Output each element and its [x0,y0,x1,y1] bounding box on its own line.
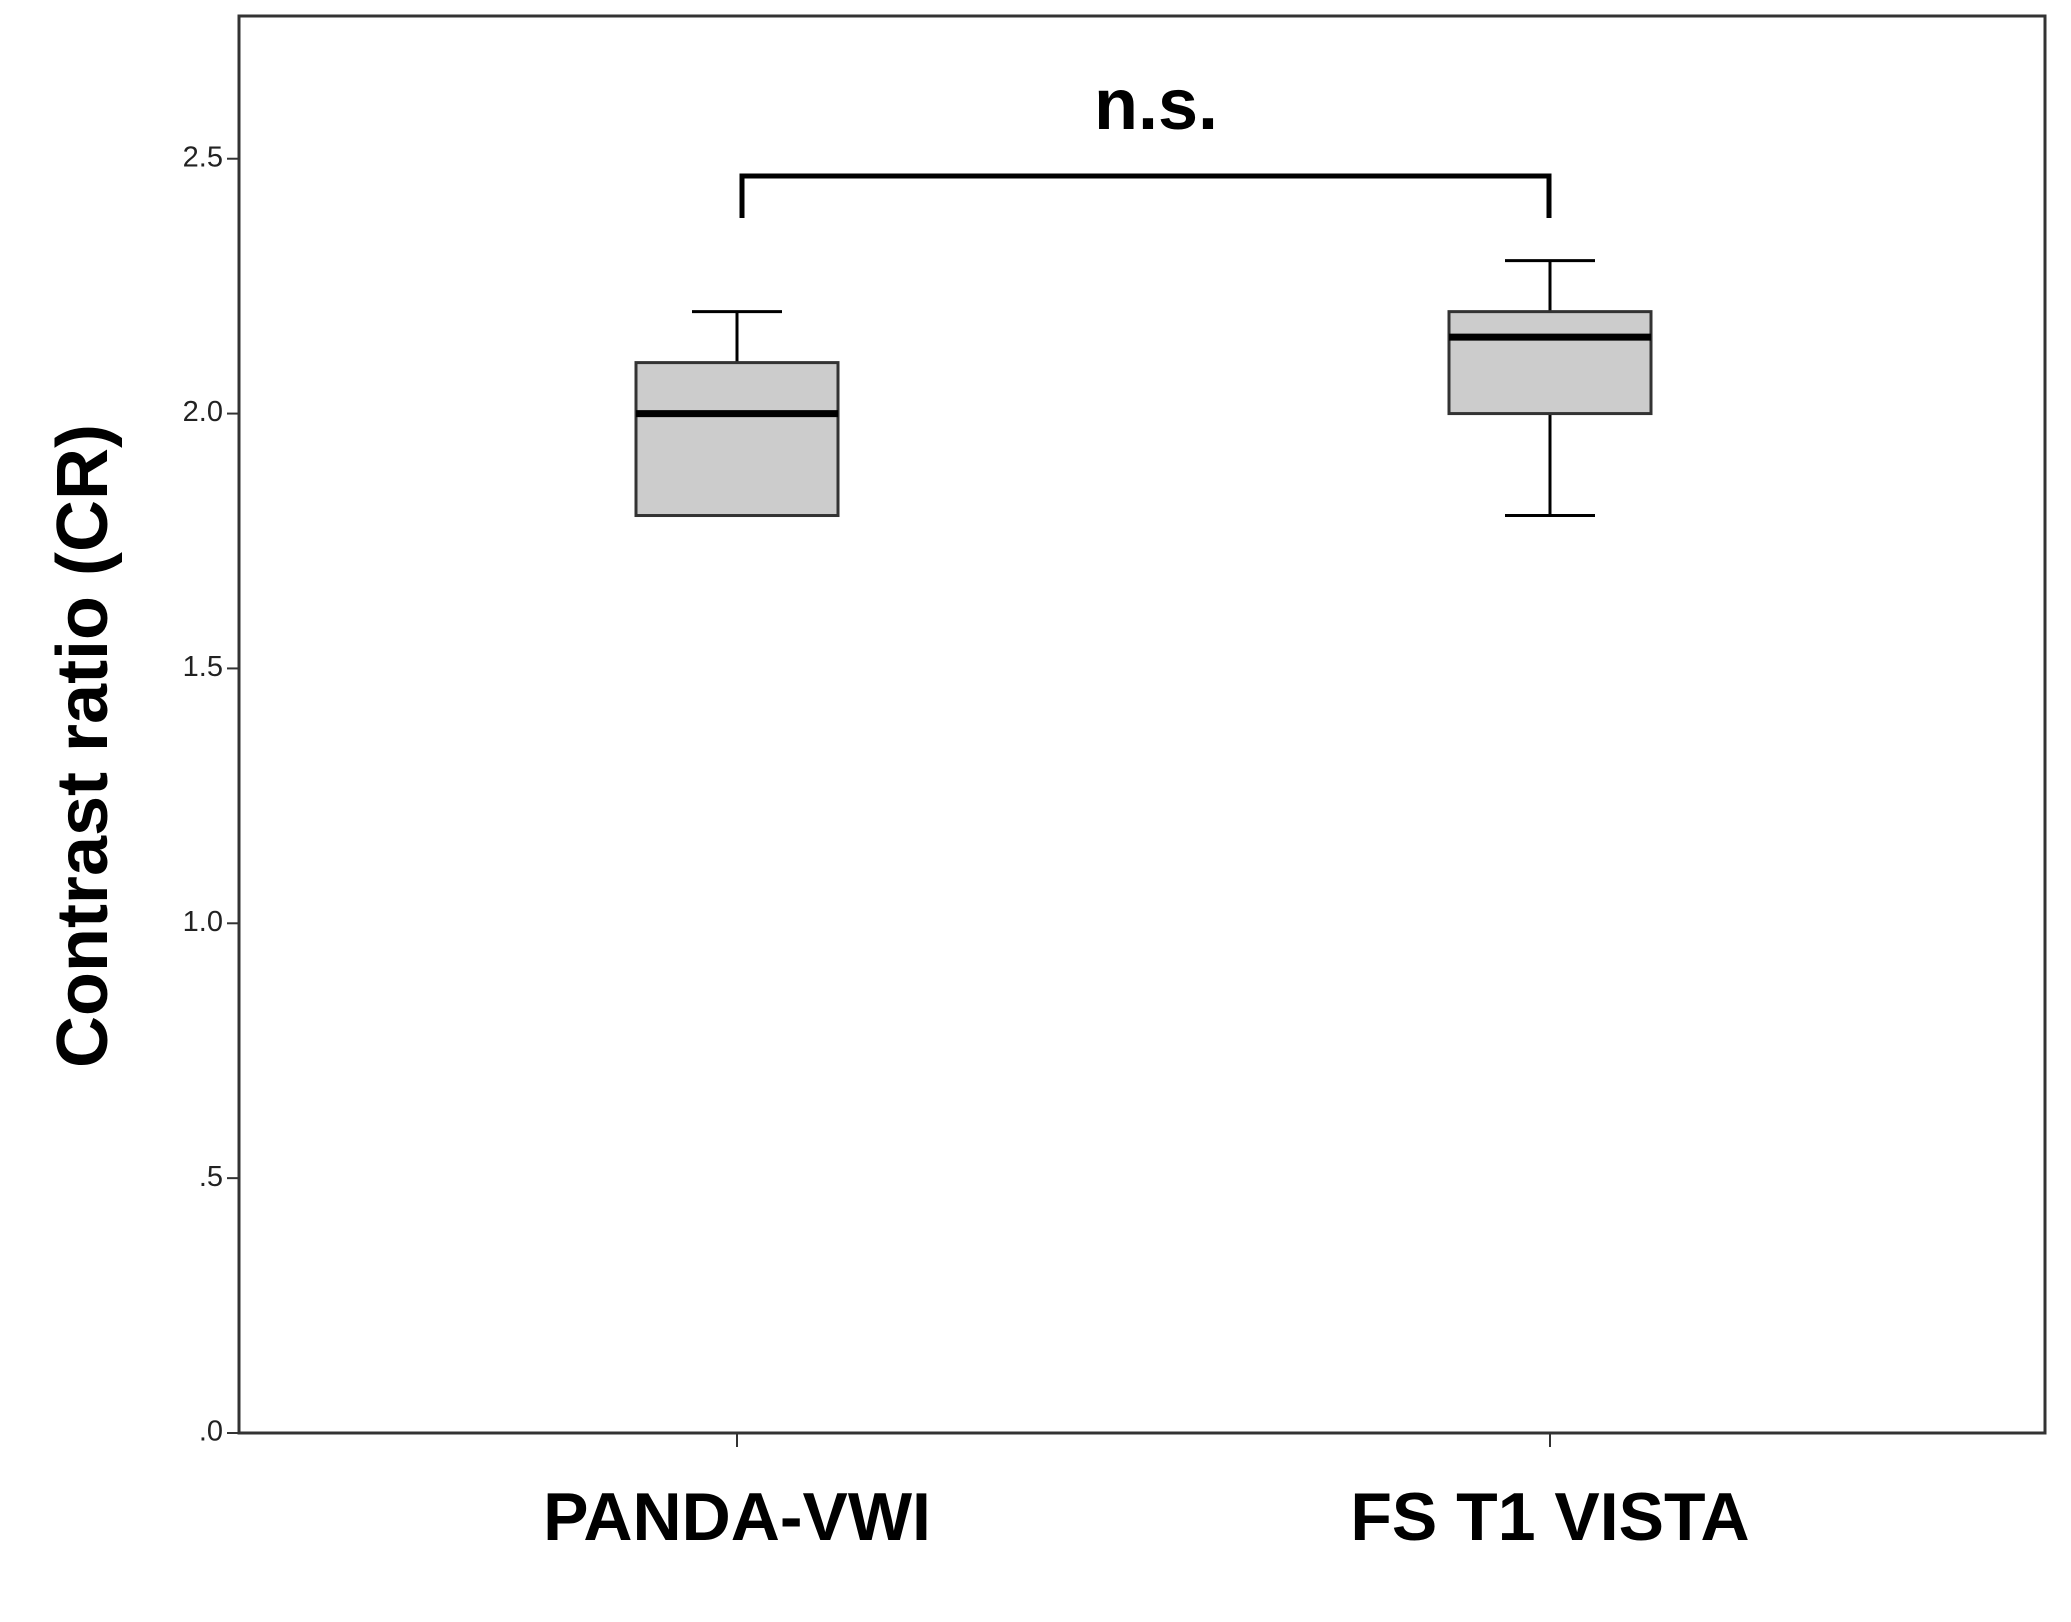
y-tick-label: 2.0 [183,396,223,428]
annotation: n.s. [1094,65,1218,145]
box [634,361,840,518]
significance-bracket [739,173,1552,218]
y-tick-label: .5 [199,1161,223,1193]
y-tick-label: .0 [199,1416,223,1448]
x-tick-label: FS T1 VISTA [1350,1479,1749,1555]
y-tick-label: 1.0 [183,906,223,938]
y-tick-label: 1.5 [183,651,223,683]
y-axis-title: Contrast ratio (CR) [43,424,123,1068]
box [1447,310,1653,416]
y-tick-label: 2.5 [183,141,223,173]
x-tick-label: PANDA-VWI [543,1479,931,1555]
plot-frame [237,14,2047,1435]
